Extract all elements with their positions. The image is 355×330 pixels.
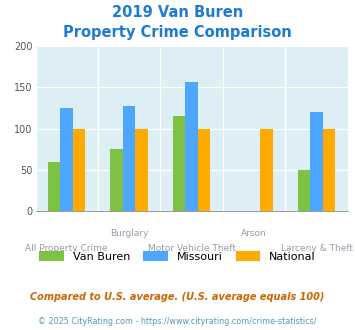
- Bar: [48, 162, 60, 211]
- Legend: Van Buren, Missouri, National: Van Buren, Missouri, National: [35, 247, 320, 267]
- Bar: [298, 170, 310, 211]
- Bar: [123, 106, 136, 211]
- Text: Motor Vehicle Theft: Motor Vehicle Theft: [148, 244, 236, 253]
- Text: Larceny & Theft: Larceny & Theft: [280, 244, 353, 253]
- Bar: [60, 108, 73, 211]
- Bar: [73, 129, 86, 211]
- Bar: [173, 116, 185, 211]
- Bar: [323, 129, 335, 211]
- Bar: [198, 129, 211, 211]
- Text: Arson: Arson: [241, 229, 267, 238]
- Text: Burglary: Burglary: [110, 229, 148, 238]
- Text: Compared to U.S. average. (U.S. average equals 100): Compared to U.S. average. (U.S. average …: [30, 292, 325, 302]
- Text: All Property Crime: All Property Crime: [26, 244, 108, 253]
- Bar: [185, 82, 198, 211]
- Bar: [310, 112, 323, 211]
- Text: 2019 Van Buren: 2019 Van Buren: [112, 5, 243, 20]
- Bar: [136, 129, 148, 211]
- Text: © 2025 CityRating.com - https://www.cityrating.com/crime-statistics/: © 2025 CityRating.com - https://www.city…: [38, 317, 317, 326]
- Bar: [110, 149, 123, 211]
- Text: Property Crime Comparison: Property Crime Comparison: [63, 25, 292, 40]
- Bar: [261, 129, 273, 211]
